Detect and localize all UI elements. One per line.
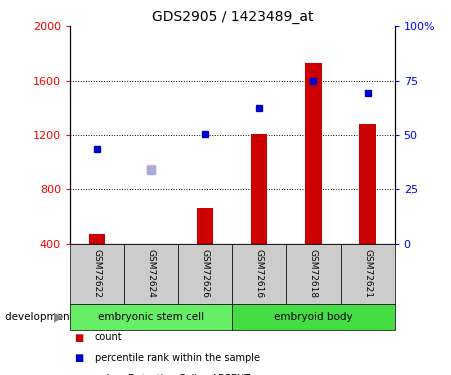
Text: GSM72618: GSM72618 <box>309 249 318 298</box>
Title: GDS2905 / 1423489_at: GDS2905 / 1423489_at <box>152 10 313 24</box>
Text: ▶: ▶ <box>54 310 63 323</box>
Text: count: count <box>95 333 122 342</box>
Text: ■: ■ <box>74 374 84 375</box>
Text: GSM72626: GSM72626 <box>201 249 210 298</box>
Bar <box>89 234 105 244</box>
Text: development stage: development stage <box>5 312 106 322</box>
Text: percentile rank within the sample: percentile rank within the sample <box>95 353 260 363</box>
Bar <box>197 209 213 244</box>
Text: ■: ■ <box>74 333 84 342</box>
Bar <box>305 63 322 244</box>
Text: GSM72621: GSM72621 <box>363 249 372 298</box>
Text: embryonic stem cell: embryonic stem cell <box>98 312 204 322</box>
Text: value, Detection Call = ABSENT: value, Detection Call = ABSENT <box>95 374 250 375</box>
Bar <box>359 124 376 244</box>
Bar <box>251 134 267 244</box>
Text: embryoid body: embryoid body <box>274 312 353 322</box>
Text: ■: ■ <box>74 353 84 363</box>
Text: GSM72624: GSM72624 <box>147 249 156 298</box>
Bar <box>143 244 159 248</box>
Text: GSM72616: GSM72616 <box>255 249 264 298</box>
Text: GSM72622: GSM72622 <box>92 249 101 298</box>
